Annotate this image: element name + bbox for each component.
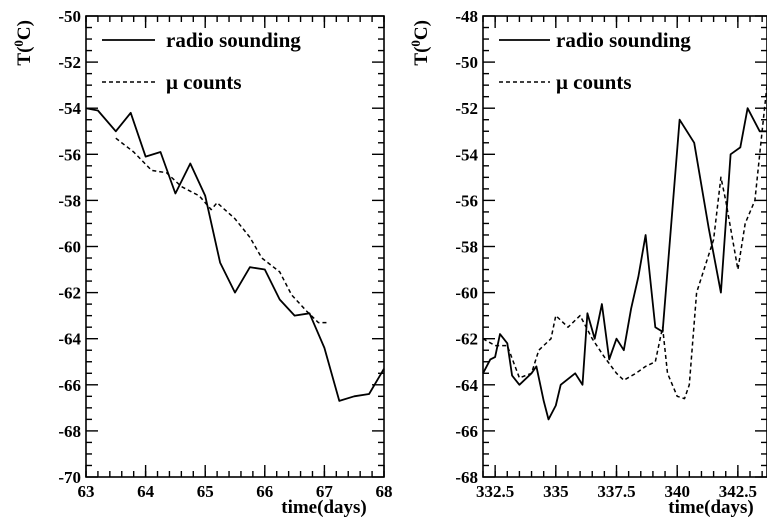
legend-label: μ counts (556, 70, 632, 94)
series-mu-counts-line (482, 85, 767, 400)
y-tick-label: -56 (455, 191, 478, 210)
y-tick-label: -70 (58, 468, 81, 487)
y-tick-label: -66 (58, 376, 81, 395)
series-mu-counts-line (115, 137, 328, 324)
legend-label: radio sounding (556, 28, 691, 52)
x-tick-label: 340 (664, 482, 690, 501)
x-tick-label: 337.5 (597, 482, 635, 501)
x-tick-label: 335 (543, 482, 569, 501)
series-radio-sounding-line (85, 107, 385, 402)
y-tick-label: -52 (455, 99, 478, 118)
series-radio-sounding-line (482, 107, 767, 421)
y-tick-label: -54 (58, 99, 81, 118)
x-tick-label: 64 (137, 482, 155, 501)
y-tick-label: -58 (455, 238, 478, 257)
x-tick-label: 65 (197, 482, 214, 501)
x-tick-label: 342.5 (719, 482, 757, 501)
left-panel: -70 -68 -66 -64 -62 -60 -58 -56 -54 -52 -50 63 64 65 6… (11, 7, 393, 517)
y-tick-label: -64 (58, 330, 81, 349)
y-tick-label: -60 (455, 284, 478, 303)
x-tick-label: 63 (78, 482, 95, 501)
x-axis-title: time(days) (281, 497, 366, 517)
y-axis-title: T(0C) (11, 20, 35, 66)
x-tick-label: 66 (256, 482, 273, 501)
y-tick-label: -68 (58, 422, 81, 441)
y-axis-title: T(0C) (408, 20, 432, 66)
y-tick-label: -62 (455, 330, 478, 349)
legend-label: μ counts (166, 70, 242, 94)
x-tick-label: 67 (316, 482, 334, 501)
x-tick-label: 332.5 (476, 482, 514, 501)
y-tick-label: -50 (455, 53, 478, 72)
right-panel: -68 -66 -64 -62 -60 -58 -56 -54 -52 -50 -48 332.5 33… (408, 7, 767, 517)
y-tick-label: -58 (58, 191, 81, 210)
y-tick-label: -68 (455, 468, 478, 487)
y-tick-label: -60 (58, 238, 81, 257)
y-tick-label: -56 (58, 145, 81, 164)
y-tick-label: -62 (58, 284, 81, 303)
legend-label: radio sounding (166, 28, 301, 52)
y-tick-label: -66 (455, 422, 478, 441)
x-tick-label: 68 (376, 482, 393, 501)
y-tick-label: -48 (455, 7, 478, 26)
x-axis-title: time(days) (668, 497, 753, 517)
y-tick-label: -50 (58, 7, 81, 26)
y-tick-label: -54 (455, 145, 478, 164)
y-tick-label: -52 (58, 53, 81, 72)
y-tick-label: -64 (455, 376, 478, 395)
